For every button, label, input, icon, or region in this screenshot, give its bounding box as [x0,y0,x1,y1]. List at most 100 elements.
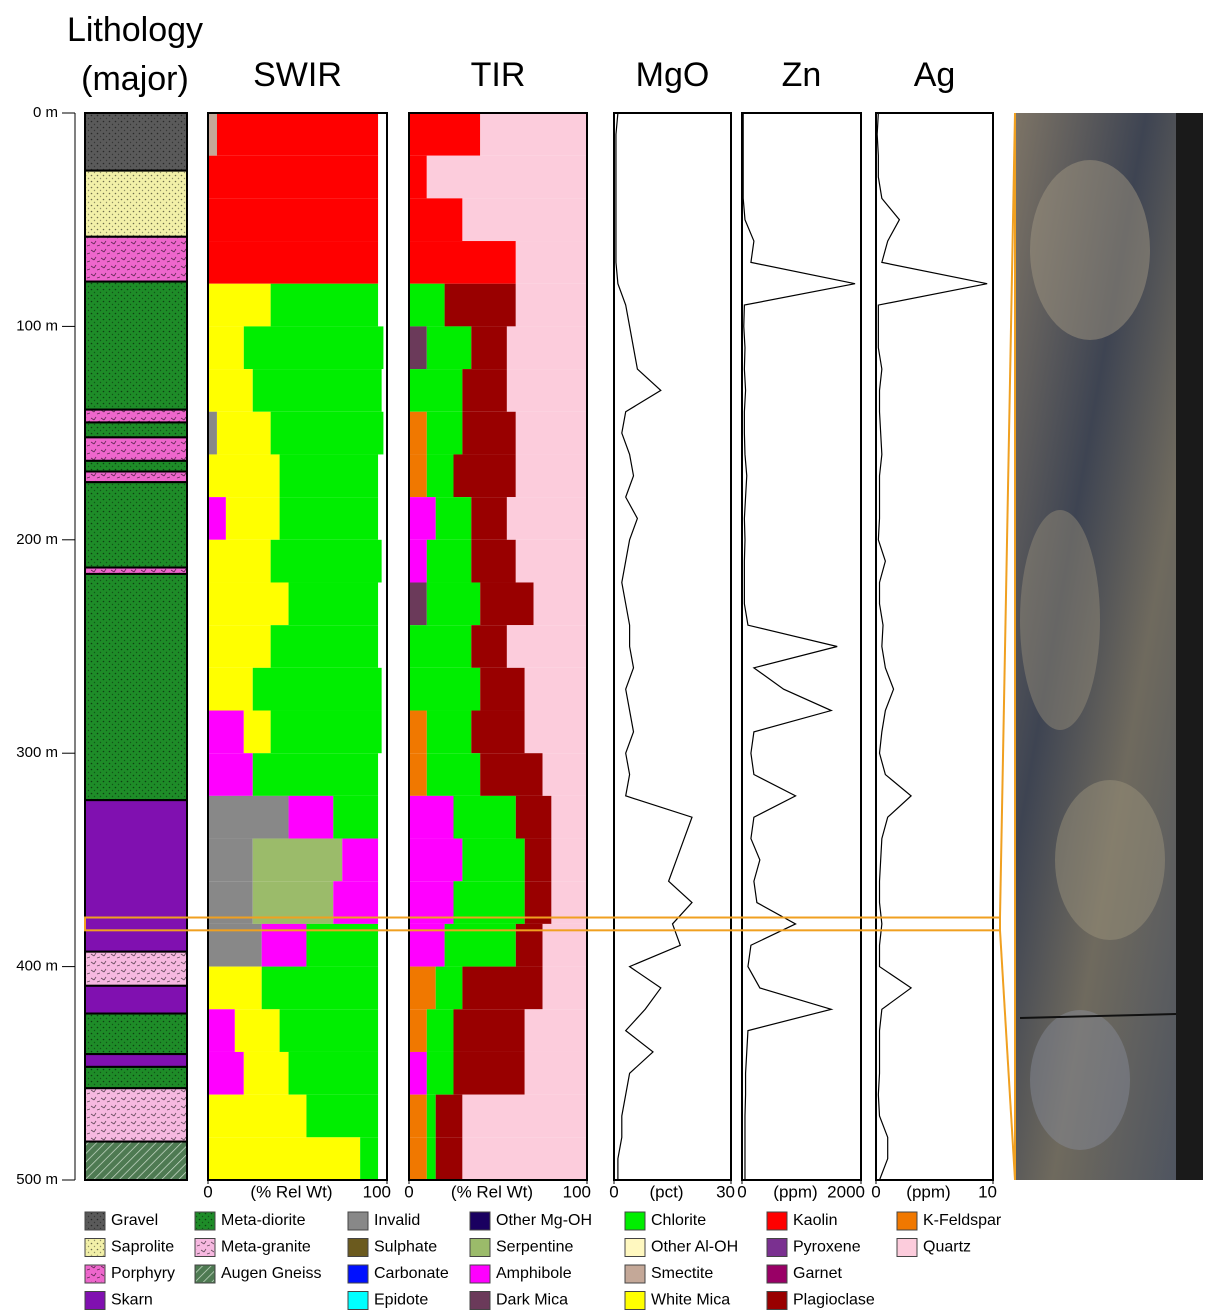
stacked-segment [462,412,515,455]
stacked-segment [471,711,524,754]
lithology-pattern [86,423,186,436]
stacked-segment [409,454,427,497]
stacked-segment [409,284,445,327]
legend-swatch [85,1292,105,1310]
legend-label: Skarn [111,1292,153,1309]
stacked-segment [409,241,516,284]
stacked-segment [409,796,454,839]
stacked-segment [516,284,587,327]
legend-swatch [470,1239,490,1257]
legend-swatch [348,1292,368,1310]
stacked-segment [409,540,427,583]
lithology-pattern [86,1089,186,1140]
legend-pattern [86,1213,104,1229]
stacked-segment [235,1009,280,1052]
stacked-segment [208,796,289,839]
stacked-segment [253,369,382,412]
stacked-segment [480,668,525,711]
stacked-segment [427,1052,454,1095]
lithology-pattern [86,575,186,799]
stacked-segment [208,326,244,369]
stacked-segment [409,967,436,1010]
legend-label: White Mica [651,1292,730,1309]
legend-swatch [348,1212,368,1230]
stacked-segment [525,711,587,754]
stacked-segment [208,1052,244,1095]
stacked-segment [208,967,262,1010]
legend-label: Plagioclase [793,1292,875,1309]
stacked-segment [516,454,587,497]
stacked-segment [253,753,378,796]
stacked-segment [427,454,454,497]
stacked-segment [427,1137,436,1180]
stacked-segment [217,113,378,156]
stacked-segment [208,1095,306,1138]
legend-label: Meta-diorite [221,1212,306,1229]
legend-label: Invalid [374,1212,420,1229]
x-axis-label: (ppm) [773,1182,817,1201]
stacked-segment [507,369,587,412]
stacked-segment [454,454,516,497]
stacked-segment [208,540,271,583]
stacked-segment [208,198,378,241]
stacked-segment [427,1009,454,1052]
stacked-segment [208,625,271,668]
legend-label: Quartz [923,1239,971,1256]
stacked-segment [280,1009,378,1052]
chart-title: MgO [636,56,710,94]
legend-label: Kaolin [793,1212,837,1229]
stacked-segment [516,796,552,839]
legend-pattern [196,1266,214,1282]
stacked-segment [471,326,507,369]
x-tick-label: 0 [404,1182,413,1201]
stacked-segment [427,540,472,583]
stacked-segment [471,540,516,583]
stacked-segment [271,540,382,583]
legend-label: Amphibole [496,1265,572,1282]
stacked-segment [409,412,427,455]
chart-title: Ag [914,56,956,94]
legend-swatch [470,1212,490,1230]
core-photo [1015,113,1203,1180]
legend-label: Meta-granite [221,1239,311,1256]
stacked-segment [445,284,516,327]
legend-pattern [86,1266,104,1282]
legend-pattern [196,1240,214,1256]
lithology-pattern [86,1015,186,1054]
x-tick-label: 10 [978,1182,997,1201]
chart-title: Lithology (major) [40,6,230,104]
legend-label: K-Feldspar [923,1212,1002,1229]
y-tick-label: 200 m [16,531,58,548]
y-tick-label: 0 m [33,104,58,121]
stacked-segment [262,967,378,1010]
stacked-segment [480,753,542,796]
stacked-segment [208,369,253,412]
legend-swatch [897,1212,917,1230]
stacked-segment [436,497,472,540]
y-tick-label: 500 m [16,1171,58,1188]
stacked-segment [409,1137,427,1180]
chart-title: TIR [471,56,526,94]
stacked-segment [462,369,507,412]
stacked-segment [427,156,587,199]
chart: 0 m100 m200 m300 m400 m500 mSWIR0100(% R… [0,0,1208,1313]
stacked-segment [271,412,384,455]
lithology-pattern [86,473,186,482]
y-tick-label: 100 m [16,317,58,334]
stacked-segment [480,113,587,156]
x-axis-label: (ppm) [906,1182,950,1201]
stacked-segment [409,839,462,882]
x-axis-label: (% Rel Wt) [451,1182,533,1201]
stacked-segment [462,839,524,882]
legend-swatch [767,1239,787,1257]
stacked-segment [436,967,463,1010]
stacked-segment [244,711,271,754]
lithology-pattern [86,283,186,409]
panel-background [614,113,731,1180]
stacked-segment [208,156,378,199]
core-connector [1000,930,1015,1180]
stacked-segment [427,326,472,369]
stacked-segment [253,839,343,882]
stacked-segment [462,967,542,1010]
stacked-segment [271,625,378,668]
